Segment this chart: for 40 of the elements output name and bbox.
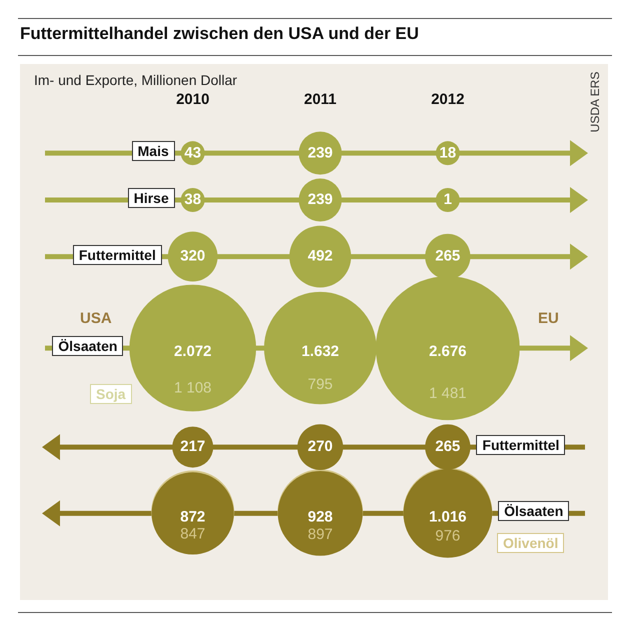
data-label: 239 bbox=[308, 144, 333, 162]
text: EU bbox=[538, 310, 559, 327]
data-label: 1 481 bbox=[428, 385, 467, 402]
data-label: 1 108 bbox=[174, 380, 212, 397]
data-label: 795 bbox=[308, 376, 333, 393]
data-label: 2.676 bbox=[428, 343, 467, 360]
data-label: 217 bbox=[180, 438, 206, 456]
series-label: Ölsaaten bbox=[498, 501, 570, 522]
data-label: 239 bbox=[308, 191, 333, 208]
data-label: 492 bbox=[308, 248, 333, 265]
data-label: 872 bbox=[180, 508, 206, 526]
data-label: 1.016 bbox=[428, 508, 467, 526]
data-label: 18 bbox=[439, 144, 456, 162]
data-label: 2.072 bbox=[174, 343, 212, 360]
text: Futtermittelhandel zwischen den USA und der EU bbox=[20, 24, 419, 44]
category-label: 2012 bbox=[431, 91, 464, 108]
text: USA bbox=[80, 310, 112, 327]
series-label: Mais bbox=[132, 141, 175, 162]
series-label: Hirse bbox=[128, 188, 175, 208]
category-label: 2010 bbox=[176, 91, 210, 108]
data-label: 265 bbox=[435, 248, 460, 265]
legend-label: Soja bbox=[90, 384, 132, 404]
data-label: 976 bbox=[435, 527, 460, 544]
data-label: 1 bbox=[444, 191, 452, 208]
series-label: Ölsaaten bbox=[52, 336, 124, 356]
series-label: Futtermittel bbox=[72, 244, 162, 265]
data-label: 270 bbox=[308, 438, 333, 456]
data-label: 897 bbox=[308, 526, 333, 544]
category-label: 2011 bbox=[304, 91, 337, 108]
data-label: 38 bbox=[184, 191, 202, 208]
data-label: 43 bbox=[184, 144, 202, 162]
data-label: 1.632 bbox=[301, 343, 340, 360]
data-label: 928 bbox=[308, 508, 333, 526]
text: Im- und Exporte, Millionen Dollar bbox=[34, 72, 238, 88]
data-label: 320 bbox=[180, 248, 206, 265]
data-label: 265 bbox=[435, 438, 460, 456]
series-label: Futtermittel bbox=[476, 435, 566, 456]
legend-label: Olivenöl bbox=[497, 533, 564, 554]
text: USDA ERS bbox=[588, 70, 602, 134]
data-label: 847 bbox=[180, 525, 206, 542]
